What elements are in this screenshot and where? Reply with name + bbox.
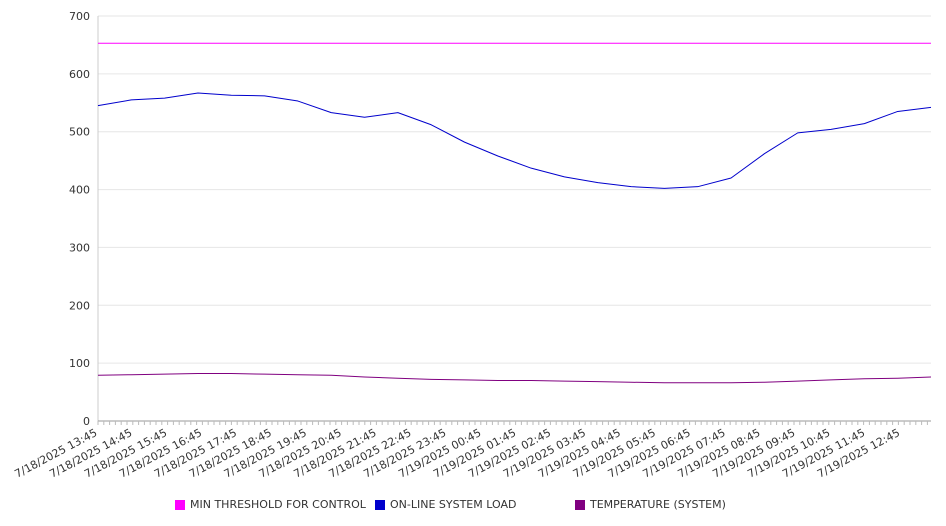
grid-lines: [98, 15, 931, 364]
y-tick-labels: 0 100 200 300 400 500 600 700: [69, 10, 90, 428]
legend-item-system-load[interactable]: ON-LINE SYSTEM LOAD: [375, 498, 516, 511]
legend: MIN THRESHOLD FOR CONTROL ON-LINE SYSTEM…: [0, 498, 946, 516]
system-load-line: [97, 92, 932, 189]
legend-label-temperature: TEMPERATURE (SYSTEM): [590, 498, 726, 511]
y-tick-label: 700: [69, 10, 90, 23]
legend-swatch-temperature: [575, 499, 585, 510]
x-tick-labels: 7/18/2025 13:457/18/2025 14:457/18/2025 …: [12, 426, 902, 480]
y-tick-label: 500: [69, 126, 90, 139]
legend-label-system-load: ON-LINE SYSTEM LOAD: [390, 498, 517, 511]
series-lines: [97, 42, 932, 384]
y-tick-label: 600: [69, 68, 90, 81]
y-tick-label: 0: [83, 415, 90, 428]
temperature-line: [97, 373, 932, 384]
axes: [97, 16, 931, 425]
legend-swatch-system-load: [375, 499, 385, 510]
legend-item-temperature[interactable]: TEMPERATURE (SYSTEM): [575, 498, 726, 511]
legend-swatch-min-threshold: [175, 499, 185, 510]
y-tick-label: 200: [69, 299, 90, 312]
y-tick-label: 100: [69, 357, 90, 370]
legend-label-min-threshold: MIN THRESHOLD FOR CONTROL: [190, 498, 366, 511]
y-tick-label: 400: [69, 184, 90, 197]
y-tick-label: 300: [69, 241, 90, 254]
legend-item-min-threshold[interactable]: MIN THRESHOLD FOR CONTROL: [175, 498, 366, 511]
